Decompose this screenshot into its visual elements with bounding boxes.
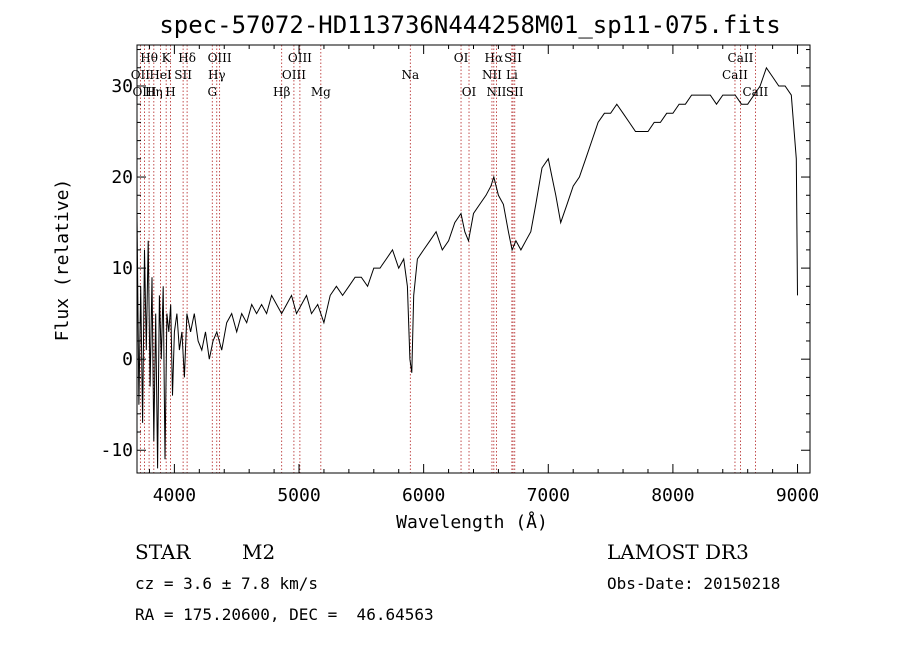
line-marker-label: Mg bbox=[311, 85, 331, 99]
coordinates: RA = 175.20600, DEC = 46.64563 bbox=[135, 605, 434, 624]
line-marker-label: CaII bbox=[728, 51, 754, 65]
line-marker-label: OIII bbox=[208, 51, 232, 65]
line-marker-label: H bbox=[165, 85, 175, 99]
line-marker-label: NII bbox=[482, 68, 502, 82]
plot-frame bbox=[136, 44, 811, 474]
x-tick-label: 6000 bbox=[402, 485, 445, 506]
x-axis-label: Wavelength (Å) bbox=[396, 511, 548, 533]
x-tick-label: 4000 bbox=[153, 485, 196, 506]
line-marker-label: SII bbox=[174, 68, 192, 82]
x-tick-label: 8000 bbox=[651, 485, 694, 506]
line-marker-label: OIII bbox=[132, 85, 156, 99]
object-class: STAR bbox=[135, 540, 191, 564]
line-marker-label: OI bbox=[454, 51, 469, 65]
observation-date: Obs-Date: 20150218 bbox=[607, 574, 781, 593]
chart-title: spec-57072-HD113736N444258M01_sp11-075.f… bbox=[159, 11, 780, 39]
y-tick-label: 0 bbox=[122, 349, 133, 370]
line-marker-label: K bbox=[162, 51, 172, 65]
y-tick-label: 10 bbox=[111, 258, 133, 279]
y-tick-label: -10 bbox=[100, 440, 133, 461]
y-axis: -10 0 10 20 30 bbox=[100, 49, 810, 461]
series-line-0 bbox=[136, 66, 798, 469]
line-marker-label: Hγ bbox=[208, 68, 226, 82]
x-tick-label: 9000 bbox=[776, 485, 819, 506]
x-tick-label: 5000 bbox=[277, 485, 320, 506]
line-markers: Hθ OII OIII K HeI Hη Hδ SII H OIII Hγ G OIII OIII Hβ Mg… bbox=[131, 45, 769, 473]
line-marker-label: Hα bbox=[485, 51, 504, 65]
line-marker-label: Li bbox=[506, 68, 518, 82]
survey-name: LAMOST DR3 bbox=[607, 540, 749, 564]
line-marker-label: Hδ bbox=[178, 51, 196, 65]
line-marker-label: HeI bbox=[149, 68, 172, 82]
y-tick-label: 20 bbox=[111, 167, 133, 188]
line-marker-label: G bbox=[207, 85, 217, 99]
y-tick-label: 30 bbox=[111, 76, 133, 97]
line-marker-label: Hθ bbox=[140, 51, 158, 65]
radial-velocity: cz = 3.6 ± 7.8 km/s bbox=[135, 574, 319, 593]
line-marker-label: OII bbox=[131, 68, 151, 82]
line-marker-label: SII bbox=[504, 51, 522, 65]
line-marker-label: Na bbox=[401, 68, 419, 82]
x-tick-label: 7000 bbox=[527, 485, 570, 506]
x-axis: 4000 5000 6000 7000 8000 9000 bbox=[148, 45, 819, 506]
line-marker-label: CaII bbox=[722, 68, 748, 82]
series-group bbox=[136, 66, 798, 469]
y-axis-label: Flux (relative) bbox=[52, 179, 73, 342]
line-marker-label: NII bbox=[486, 85, 506, 99]
line-marker-label: OIII bbox=[288, 51, 312, 65]
object-subclass: M2 bbox=[242, 540, 276, 564]
line-marker-label: SII bbox=[506, 85, 524, 99]
line-marker-label: OI bbox=[462, 85, 477, 99]
spectrum-chart: spec-57072-HD113736N444258M01_sp11-075.f… bbox=[52, 11, 819, 533]
line-marker-label: Hβ bbox=[273, 85, 290, 99]
line-marker-label: Hη bbox=[145, 85, 163, 99]
line-marker-label: OIII bbox=[282, 68, 306, 82]
